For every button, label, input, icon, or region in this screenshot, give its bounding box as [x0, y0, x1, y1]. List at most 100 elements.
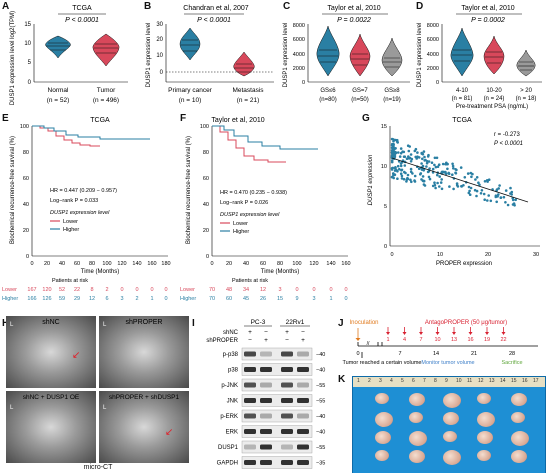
ruler-number: 4 [390, 378, 393, 384]
risk-cell: 48 [226, 287, 232, 293]
treatment-day: 19 [484, 337, 490, 343]
tumor-grid [353, 391, 545, 471]
scatter-point [393, 169, 397, 172]
scatter-point [434, 186, 437, 190]
panel-d-violin: Taylor et al, 2010 P = 0.0002 DUSP1 expr… [417, 5, 542, 110]
scatter-point [431, 184, 435, 188]
monitor-label: Monitor tumor volume [421, 360, 474, 366]
blot-strip [241, 440, 313, 454]
blot-band [244, 429, 256, 434]
risk-cell: 3 [312, 296, 315, 302]
ytick: 5 [384, 204, 387, 210]
scatter-point [487, 194, 490, 197]
scatter-point [419, 173, 422, 176]
scatter-point [486, 199, 489, 202]
ytick: 80 [23, 150, 29, 156]
risk-cell: 0 [120, 287, 123, 293]
blot-label: GAPDH [217, 461, 238, 467]
panel-letter-f: F [180, 113, 187, 124]
scatter-point [438, 175, 441, 178]
scatter-point [438, 185, 441, 188]
blot-band [260, 382, 272, 388]
treatment-day: 1 [386, 337, 389, 343]
blot-label: JNK [227, 399, 238, 405]
scatter-point [473, 188, 477, 192]
group-n: (n = 21) [237, 97, 260, 104]
panel-f-xticks: 0 20 40 60 80 100 120 140 160 [210, 261, 350, 267]
scatter-point [403, 170, 406, 174]
violin-psa-10-20 [483, 35, 505, 75]
axis-tick: 0 [356, 351, 359, 357]
scatter-points [390, 137, 517, 207]
scatter-point [396, 177, 399, 180]
scatter-point [390, 168, 394, 171]
blot-strip [241, 394, 313, 407]
panel-letter-b: B [144, 1, 152, 12]
kda-marker: −55 [316, 445, 325, 451]
group-label: Normal [48, 87, 70, 94]
ytick: 60 [203, 176, 209, 182]
scatter-point [431, 167, 435, 171]
scatter-point [407, 149, 411, 153]
ytick: 100 [200, 124, 209, 130]
scatter-point [513, 204, 516, 207]
treatment-day: 22 [500, 337, 506, 343]
xtick: 180 [161, 261, 170, 267]
scatter-point [391, 147, 394, 150]
blot-band [281, 429, 293, 434]
kda-marker: −55 [316, 399, 325, 405]
ruler-number: 1 [357, 378, 360, 384]
tumor-specimen [477, 450, 491, 461]
treatment-day: 16 [467, 337, 473, 343]
km-curve-higher [32, 125, 150, 140]
panel-i-western: PC-3 22Rv1 shNC shPROPER + − + − − + − +… [206, 319, 325, 469]
tumor-specimen [409, 393, 425, 406]
treatment-day: 13 [451, 337, 457, 343]
xtick: 140 [326, 261, 335, 267]
ruler-number: 5 [401, 378, 404, 384]
blot-strip [241, 363, 313, 376]
risk-cell: 59 [59, 296, 65, 302]
panel-k-tumor-photo: 1 2 3 4 5 6 7 8 9 10 11 12 13 14 15 16 17 [352, 376, 546, 473]
blot-band [260, 367, 272, 372]
blot-band [260, 429, 272, 434]
panel-a-violin: TCGA P < 0.0001 DUSP1 expression level l… [10, 5, 128, 105]
scatter-point [434, 165, 438, 169]
tumor-specimen [443, 431, 457, 442]
scatter-point [409, 167, 413, 171]
xtick: 140 [132, 261, 141, 267]
treatment-arrowhead [501, 332, 506, 335]
svg-text://: // [367, 341, 370, 347]
ruler-number: 11 [467, 378, 473, 384]
scatter-point [468, 189, 471, 193]
scatter-point [504, 201, 507, 204]
scatter-point [446, 167, 449, 171]
scatter-point [498, 184, 501, 187]
kda-marker: −40 [316, 352, 325, 358]
ytick: 15 [24, 22, 31, 28]
blot-band [281, 367, 293, 372]
sign: − [248, 337, 252, 344]
treatment-label: AntagoPROPER (50 μg/tumor) [425, 320, 507, 326]
microct-image: L shNC ↙ [6, 316, 96, 388]
risk-cell: 70 [209, 287, 215, 293]
scatter-point [509, 186, 512, 190]
km-curve-lower [212, 125, 286, 163]
blot-label: p38 [228, 368, 239, 374]
panel-b-pvalue: P < 0.0001 [197, 17, 231, 24]
scatter-point [480, 189, 484, 192]
blot-band [281, 382, 293, 388]
scatter-point [474, 178, 477, 181]
panel-b-violin: Chandran et al, 2007 P < 0.0001 DUSP1 ex… [146, 5, 274, 104]
scatter-point [454, 172, 458, 175]
risk-cell: 60 [226, 296, 232, 302]
scatter-point [469, 186, 473, 190]
group-label: > 20 [520, 88, 533, 94]
sign-row-shproper: − + − + [248, 337, 305, 344]
ytick: 0 [302, 80, 305, 86]
scatter-point [433, 181, 436, 184]
scatter-point [475, 176, 479, 179]
legend-lower: Lower [63, 219, 78, 225]
risk-cell: 12 [89, 296, 95, 302]
treatment-arrows: 1 4 7 10 13 16 19 22 [386, 327, 507, 343]
